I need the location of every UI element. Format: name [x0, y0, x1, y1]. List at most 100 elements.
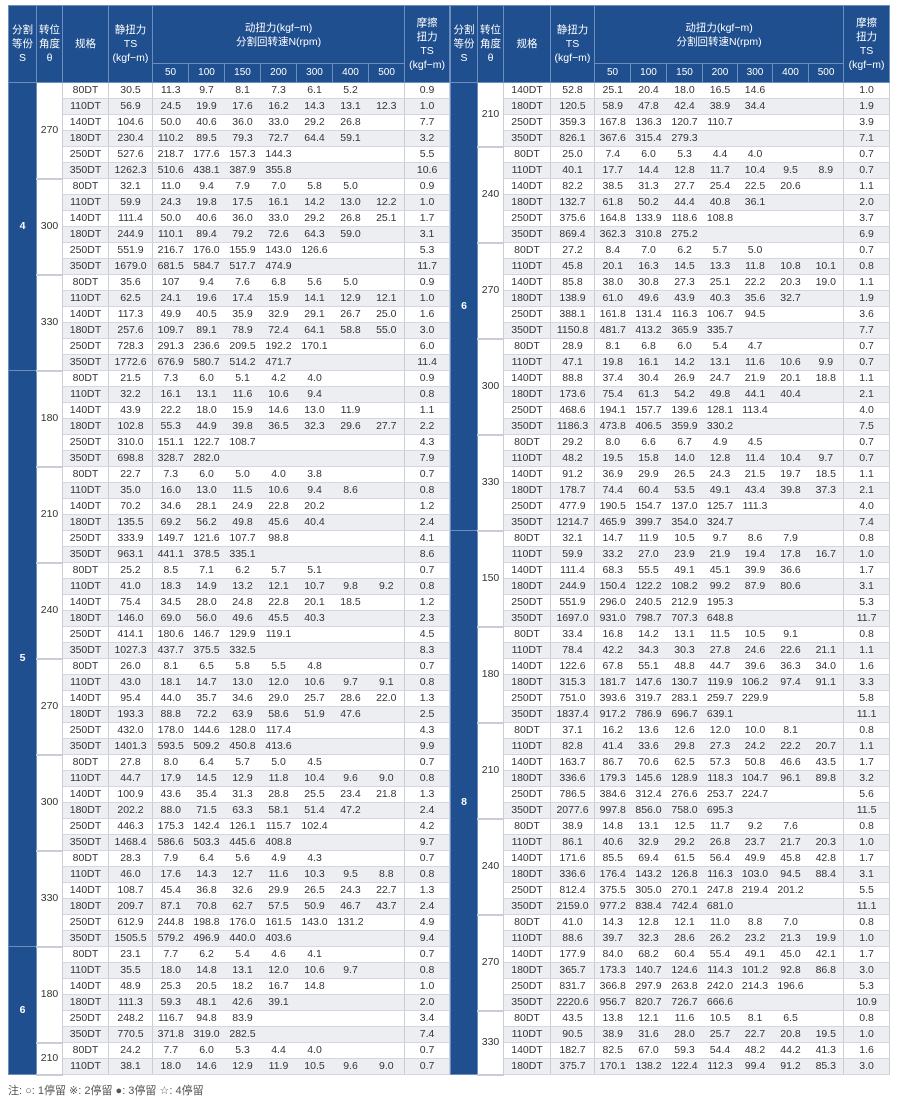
torque-500-cell: 22.7	[368, 882, 406, 899]
torque-50-cell: 17.6	[152, 866, 189, 883]
torque-100-cell: 28.0	[188, 594, 225, 611]
torque-50-cell: 190.5	[594, 498, 631, 515]
torque-50-cell: 178.0	[152, 722, 189, 739]
index-angle-cell: 210	[36, 466, 63, 564]
torque-200-cell: 27.8	[702, 642, 738, 659]
torque-500-cell: 12.2	[368, 194, 406, 211]
torque-500-cell: 8.9	[808, 162, 845, 179]
table-row: 140DT 111.4 50.0 40.6 36.0 33.0 29.2 26.8 25.1 1.…	[9, 210, 451, 227]
static-torque-cell: 182.7	[550, 1042, 595, 1059]
torque-400-cell: 23.4	[332, 786, 369, 803]
static-torque-cell: 90.5	[550, 1026, 595, 1043]
index-angle-cell: 240	[36, 562, 63, 660]
torque-200-cell: 471.7	[260, 354, 297, 371]
torque-300-cell	[296, 642, 333, 659]
torque-100-cell: 399.7	[630, 514, 667, 531]
torque-300-cell: 4.1	[296, 946, 333, 963]
torque-400-cell: 47.6	[332, 706, 369, 723]
spec-cell: 80DT	[503, 914, 551, 931]
torque-50-cell: 367.6	[594, 130, 631, 147]
static-torque-cell: 375.6	[550, 210, 595, 227]
torque-300-cell: 50.8	[737, 754, 773, 771]
friction-torque-cell: 11.1	[843, 706, 891, 723]
torque-100-cell: 30.4	[630, 370, 667, 387]
torque-500-cell	[368, 962, 406, 979]
torque-50-cell: 465.9	[594, 514, 631, 531]
friction-torque-cell: 0.8	[404, 866, 451, 883]
torque-200-cell: 33.0	[260, 114, 297, 131]
torque-300-cell: 10.5	[296, 1058, 333, 1075]
torque-400-cell	[332, 978, 369, 995]
torque-200-cell: 125.7	[702, 498, 738, 515]
torque-500-cell	[368, 226, 406, 243]
table-row: 180DT 244.9 110.1 89.4 79.2 72.6 64.3 59.0 3.1	[9, 226, 451, 243]
torque-500-cell	[368, 594, 406, 611]
spec-cell: 140DT	[62, 690, 109, 707]
spec-cell: 140DT	[62, 498, 109, 515]
torque-400-cell	[332, 818, 369, 835]
torque-150-cell: 79.3	[224, 130, 261, 147]
torque-150-cell: 14.5	[666, 258, 703, 275]
torque-150-cell: 49.8	[224, 514, 261, 531]
torque-400-cell	[332, 722, 369, 739]
spec-cell: 80DT	[62, 466, 109, 483]
spec-cell: 110DT	[62, 290, 109, 307]
spec-cell: 110DT	[503, 354, 551, 371]
table-row: 210 80DT 22.7 7.3 6.0 5.0 4.0 3.8 0.7	[9, 466, 451, 564]
torque-300-cell: 102.4	[296, 818, 333, 835]
torque-200-cell: 195.3	[702, 594, 738, 611]
torque-100-cell: 9.4	[188, 178, 225, 195]
torque-100-cell: 413.2	[630, 322, 667, 339]
torque-50-cell: 69.0	[152, 610, 189, 627]
torque-150-cell: 758.0	[666, 802, 703, 819]
static-torque-cell: 43.5	[550, 1010, 595, 1027]
friction-torque-cell: 4.1	[404, 530, 451, 547]
torque-150-cell: 517.7	[224, 258, 261, 275]
torque-400-cell: 20.1	[772, 370, 809, 387]
torque-200-cell: 12.1	[260, 578, 297, 595]
static-torque-cell: 44.7	[108, 770, 153, 787]
torque-400-cell	[772, 338, 809, 355]
spec-cell: 350DT	[503, 706, 551, 723]
friction-torque-cell: 1.1	[843, 178, 891, 195]
torque-400-cell	[772, 434, 809, 451]
spec-cell: 80DT	[503, 434, 551, 451]
torque-500-cell	[808, 194, 845, 211]
friction-torque-cell: 0.8	[843, 818, 891, 835]
torque-300-cell: 4.5	[737, 434, 773, 451]
table-row: 110DT 47.1 19.8 16.1 14.2 13.1 11.6 10.6 9.9 0.7	[451, 354, 891, 371]
torque-300-cell: 64.3	[296, 226, 333, 243]
friction-torque-cell: 3.0	[404, 322, 451, 339]
static-torque-cell: 138.9	[550, 290, 595, 307]
torque-300-cell: 49.9	[737, 850, 773, 867]
torque-200-cell: 144.3	[260, 146, 297, 163]
torque-500-cell	[368, 834, 406, 851]
spec-cell: 110DT	[62, 770, 109, 787]
torque-150-cell: 42.6	[224, 994, 261, 1011]
torque-200-cell: 247.8	[702, 882, 738, 899]
torque-50-cell: 956.7	[594, 994, 631, 1011]
torque-200-cell: 22.8	[260, 594, 297, 611]
torque-150-cell: 62.7	[224, 898, 261, 915]
torque-300-cell: 143.0	[296, 914, 333, 931]
torque-150-cell: 359.9	[666, 418, 703, 435]
torque-400-cell	[772, 402, 809, 419]
header-speed: 300	[737, 63, 773, 83]
spec-cell: 110DT	[503, 450, 551, 467]
torque-150-cell: 12.8	[666, 162, 703, 179]
torque-150-cell: 61.5	[666, 850, 703, 867]
friction-torque-cell: 1.3	[404, 690, 451, 707]
torque-200-cell: 666.6	[702, 994, 738, 1011]
table-row: 110DT 86.1 40.6 32.9 29.2 26.8 23.7 21.7 20.3 1.0	[451, 834, 891, 851]
spec-cell: 110DT	[503, 642, 551, 659]
torque-300-cell: 20.2	[296, 498, 333, 515]
spec-cell: 140DT	[62, 978, 109, 995]
friction-torque-cell: 8.6	[404, 546, 451, 563]
static-torque-cell: 2220.6	[550, 994, 595, 1011]
torque-100-cell: 6.6	[630, 434, 667, 451]
torque-200-cell: 56.4	[702, 850, 738, 867]
torque-500-cell: 37.3	[808, 482, 845, 499]
torque-200-cell: 639.1	[702, 706, 738, 723]
torque-400-cell: 19.7	[772, 466, 809, 483]
torque-50-cell: 16.1	[152, 386, 189, 403]
